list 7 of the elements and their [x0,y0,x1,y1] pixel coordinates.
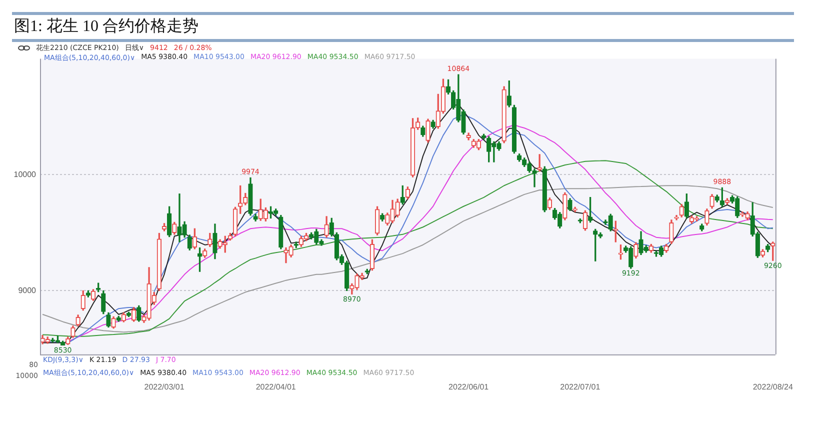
y-tick-label: 9000 [18,286,37,295]
x-tick-label: 2022/04/01 [256,382,296,392]
x-tick-label: 2022/03/01 [144,382,185,392]
chart-title: 图1: 花生 10 合约价格走势 [14,16,198,37]
x-tick-label: 2022/07/01 [560,382,601,392]
x-tick-label: 2022/06/01 [448,382,490,392]
x-tick-label: 2022/08/24 [752,382,794,392]
